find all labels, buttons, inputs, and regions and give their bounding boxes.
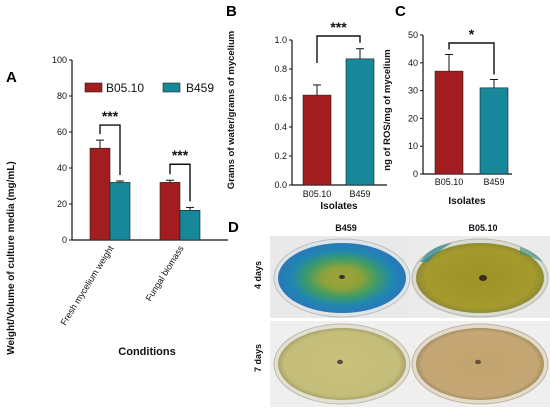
legend-label-b459: B459 xyxy=(186,81,214,95)
panel-c-ytick-label: 0 xyxy=(413,169,418,179)
petri-dish-b0510-7-days xyxy=(411,323,549,405)
petri-dish-b0510-4-days xyxy=(411,238,549,318)
panel-a-ytick-label: 60 xyxy=(57,127,67,137)
panel-c-b0510-bar xyxy=(434,70,464,175)
panel-c-xtick-label: B459 xyxy=(483,177,504,187)
panel-a-b459-bar xyxy=(179,210,201,241)
panel-a-xlabel: Conditions xyxy=(118,346,175,358)
petri-dish-b459-4-days xyxy=(273,238,411,318)
panel-c-ytick-label: 10 xyxy=(408,141,418,151)
panel-d: D B459 B05.10 4 days 7 days xyxy=(228,219,550,407)
panel-c-ytick-label: 20 xyxy=(408,113,418,123)
row-label-4-days: 4 days xyxy=(253,261,263,289)
panel-c-ytick-label: 40 xyxy=(408,58,418,68)
panel-a-b459-bar xyxy=(109,182,131,241)
panel-a-ytick-label: 100 xyxy=(52,55,67,65)
panel-b-xtick-label: B459 xyxy=(349,189,370,199)
panel-c-ytick-label: 30 xyxy=(408,86,418,96)
panel-b-ytick-label: 0.0 xyxy=(274,180,287,190)
panel-b-ytick-label: 0.8 xyxy=(274,64,287,74)
legend-swatch-b459 xyxy=(162,82,181,93)
panel-c-significance-bracket xyxy=(448,42,495,75)
panel-b-xtick-label: B05.10 xyxy=(303,189,332,199)
panel-d-letter: D xyxy=(228,219,239,236)
column-label-b459: B459 xyxy=(335,223,357,233)
panel-a-legend: B05.10 B459 xyxy=(84,81,214,95)
panel-a-ytick-label: 20 xyxy=(57,199,67,209)
panel-a-ytick-label: 40 xyxy=(57,163,67,173)
panel-a-b0510-bar xyxy=(89,147,111,241)
panel-c-xtick-label: B05.10 xyxy=(435,177,464,187)
panel-c-plot: 0 10 20 30 40 50 B05.10 B459 * xyxy=(408,26,512,187)
panel-b-ytick-label: 0.2 xyxy=(274,151,287,161)
panel-b-b459-bar xyxy=(345,58,375,186)
panel-a-significance-bracket xyxy=(99,124,121,175)
legend-label-b0510: B05.10 xyxy=(106,81,144,95)
panel-a-ytick-label: 80 xyxy=(57,91,67,101)
column-label-b0510: B05.10 xyxy=(468,223,497,233)
panel-a-ytick-label: 0 xyxy=(62,235,67,245)
panel-c-ylabel: ng of ROS/mg of mycelium xyxy=(382,49,393,170)
panel-a-plot: 0 20 40 60 80 100 *** Fresh mycelium weight *** F… xyxy=(52,55,228,327)
panel-c: C ng of ROS/mg of mycelium Isolates 0 10 2… xyxy=(382,3,512,207)
legend-swatch-b0510 xyxy=(84,82,103,93)
row-label-7-days: 7 days xyxy=(253,344,263,372)
panel-c-significance-label: * xyxy=(469,26,475,42)
panel-c-letter: C xyxy=(395,3,406,20)
panel-b-ytick-label: 0.4 xyxy=(274,122,287,132)
panel-a-significance-label: *** xyxy=(102,108,119,124)
panel-b-significance-bracket xyxy=(316,35,361,63)
panel-c-b459-bar xyxy=(479,87,509,175)
panel-b: B Grams of water/grams of mycelium Isola… xyxy=(226,3,387,212)
panel-a-xtick-label: Fungal biomass xyxy=(144,243,186,303)
panel-a: A B05.10 B459 Weight/Volume of culture m… xyxy=(6,55,228,358)
panel-a-b0510-bar xyxy=(159,182,181,241)
panel-b-xlabel: Isolates xyxy=(320,201,358,212)
panel-c-ytick-label: 50 xyxy=(408,30,418,40)
panel-b-ytick-label: 0.6 xyxy=(274,93,287,103)
panel-a-letter: A xyxy=(6,69,17,86)
panel-a-ylabel: Weight/Volume of culture media (mg/mL) xyxy=(6,161,17,355)
panel-b-plot: 0.0 0.2 0.4 0.6 0.8 1.0 B05.10 B459 *** xyxy=(274,19,387,199)
panel-b-ylabel: Grams of water/grams of mycelium xyxy=(226,31,237,189)
petri-dish-b459-7-days xyxy=(273,323,411,405)
panel-b-ytick-label: 1.0 xyxy=(274,35,287,45)
panel-a-xtick-label: Fresh mycelium weight xyxy=(58,243,116,327)
panel-a-significance-label: *** xyxy=(172,147,189,163)
panel-a-significance-bracket xyxy=(169,163,191,202)
panel-c-xlabel: Isolates xyxy=(448,196,486,207)
panel-b-letter: B xyxy=(226,3,237,20)
panel-b-significance-label: *** xyxy=(330,19,347,35)
panel-b-b0510-bar xyxy=(302,94,332,186)
